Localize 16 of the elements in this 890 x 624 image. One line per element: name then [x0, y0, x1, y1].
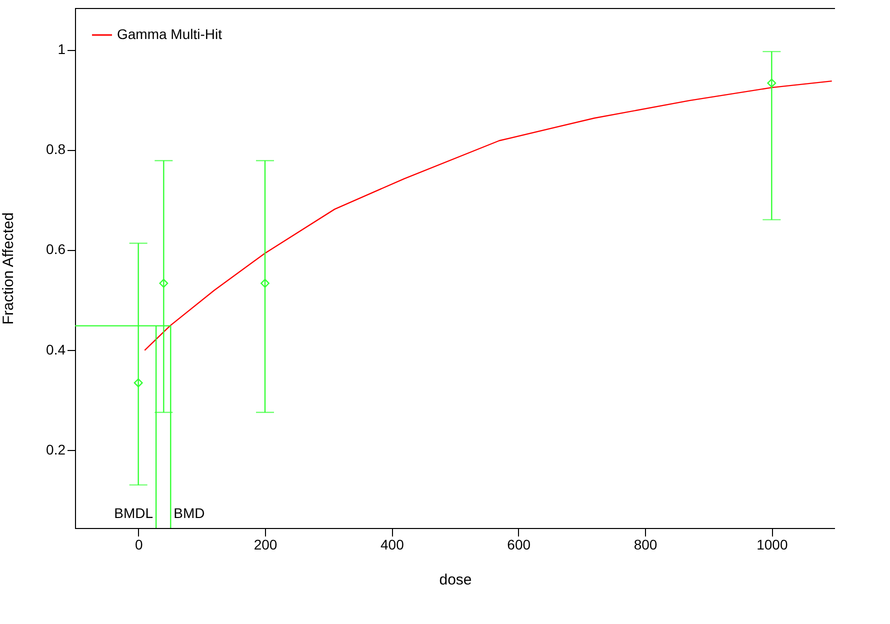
y-tick-label: 1 [58, 41, 66, 58]
y-tick-label: 0.2 [46, 441, 66, 458]
y-axis-title: Fraction Affected [0, 212, 18, 325]
legend-label: Gamma Multi-Hit [117, 26, 222, 42]
x-tick-label: 400 [380, 536, 404, 552]
x-tick-label: 200 [254, 536, 278, 552]
x-tick-label: 600 [507, 536, 531, 552]
x-tick-label: 1000 [756, 536, 788, 552]
x-tick-label: 0 [134, 536, 143, 552]
x-tick-label: 800 [634, 536, 658, 552]
y-tick-label: 0.8 [46, 141, 66, 158]
annotation: BMDL [114, 504, 154, 521]
annotation: BMD [174, 504, 205, 521]
y-tick-label: 0.6 [46, 241, 66, 258]
x-axis-title: dose [439, 572, 472, 588]
y-tick-label: 0.4 [46, 341, 66, 358]
